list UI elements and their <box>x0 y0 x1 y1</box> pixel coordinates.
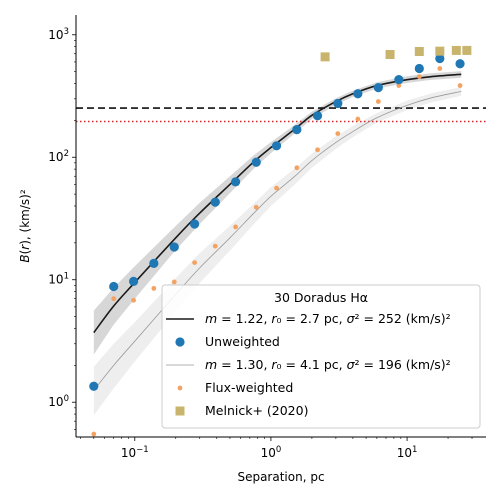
marker-flux-9 <box>274 185 279 191</box>
marker-flux-18 <box>457 83 463 88</box>
y-tick-label: 100 <box>48 394 69 409</box>
legend-label-unweighted: Unweighted <box>205 334 280 349</box>
marker-flux-3 <box>151 285 157 291</box>
legend-label-model_unweighted: m = 1.22, r₀ = 2.7 pc, σ² = 252 (km/s)² <box>205 311 451 326</box>
marker-unweighted-12 <box>333 98 343 109</box>
legend-handle-unweighted <box>175 337 185 347</box>
data-markers <box>89 45 472 437</box>
marker-flux-6 <box>212 243 218 249</box>
legend-title: 30 Doradus Hα <box>274 290 368 305</box>
marker-flux-17 <box>437 66 443 71</box>
legend-label-flux: Flux-weighted <box>205 380 293 395</box>
marker-melnick-1 <box>385 50 395 60</box>
marker-flux-2 <box>131 297 136 303</box>
marker-unweighted-5 <box>189 219 200 229</box>
marker-flux-15 <box>396 83 402 88</box>
marker-unweighted-18 <box>455 59 465 69</box>
marker-flux-5 <box>192 260 197 265</box>
marker-flux-8 <box>253 204 259 210</box>
marker-flux-11 <box>315 147 320 153</box>
x-tick-label: 100 <box>261 445 282 460</box>
marker-melnick-2 <box>414 47 424 57</box>
legend-label-melnick: Melnick+ (2020) <box>205 403 308 418</box>
axes: 10−1 100 101 100 101 102 103 Separation, pc B(r)… <box>18 15 486 484</box>
marker-melnick-5 <box>462 45 472 55</box>
legend-handle-melnick <box>175 406 185 416</box>
reference-lines <box>76 107 486 123</box>
marker-flux-14 <box>375 99 381 104</box>
y-tick-label: 103 <box>48 27 69 42</box>
marker-flux-13 <box>355 116 361 122</box>
marker-unweighted-17 <box>435 53 445 64</box>
x-tick-label: 101 <box>397 445 418 460</box>
curve-model_flux <box>93 90 462 391</box>
marker-flux-1 <box>111 296 117 302</box>
legend: 30 Doradus Hα m = 1.22, r₀ = 2.7 pc, σ² =… <box>161 284 481 429</box>
marker-unweighted-2 <box>128 276 139 286</box>
marker-unweighted-15 <box>394 75 404 85</box>
marker-unweighted-13 <box>353 89 363 99</box>
marker-unweighted-8 <box>251 157 261 167</box>
legend-box <box>161 284 481 429</box>
marker-unweighted-16 <box>414 63 424 74</box>
marker-unweighted-6 <box>210 197 220 207</box>
x-axis-label: Separation, pc <box>237 470 324 484</box>
marker-unweighted-9 <box>271 141 282 151</box>
y-tick-label: 102 <box>48 149 69 164</box>
marker-unweighted-14 <box>373 83 383 93</box>
marker-unweighted-0 <box>89 381 99 391</box>
marker-flux-12 <box>335 131 341 136</box>
x-tick-label: 10−1 <box>121 445 149 460</box>
y-tick-label: 101 <box>48 272 69 287</box>
marker-unweighted-4 <box>169 242 179 252</box>
legend-label-model_flux: m = 1.30, r₀ = 4.1 pc, σ² = 196 (km/s)² <box>205 357 451 372</box>
marker-flux-0 <box>91 431 97 437</box>
marker-unweighted-10 <box>292 125 302 135</box>
marker-unweighted-11 <box>312 111 323 121</box>
marker-unweighted-7 <box>230 177 241 187</box>
y-axis-label: B(r), (km/s)² <box>18 189 32 262</box>
marker-melnick-0 <box>320 52 330 62</box>
marker-flux-10 <box>294 165 300 171</box>
marker-unweighted-1 <box>109 281 119 292</box>
marker-melnick-3 <box>435 46 445 56</box>
marker-melnick-4 <box>451 45 461 55</box>
marker-unweighted-3 <box>149 258 159 268</box>
marker-flux-16 <box>416 74 422 80</box>
marker-flux-4 <box>171 279 177 285</box>
marker-flux-7 <box>233 224 238 230</box>
legend-handle-flux <box>177 385 183 391</box>
